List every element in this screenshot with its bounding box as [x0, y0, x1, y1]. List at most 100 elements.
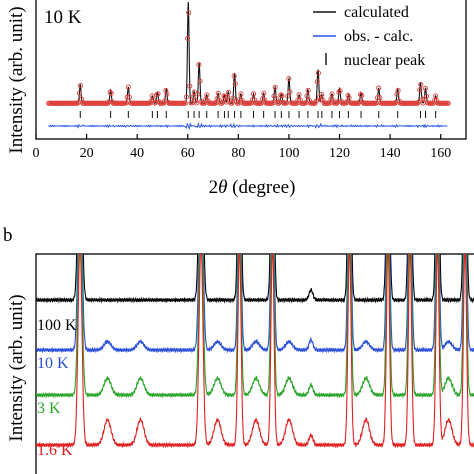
- series-difference-line: [48, 121, 448, 131]
- observed-point: [287, 89, 293, 95]
- observed-point: [423, 93, 430, 99]
- observed-point: [315, 70, 321, 76]
- observed-point: [305, 87, 311, 93]
- x-tick-label: 140: [380, 146, 401, 161]
- series-line-1: [36, 254, 474, 354]
- observed-point: [295, 97, 301, 103]
- observed-point: [106, 99, 112, 105]
- observed-point: [219, 100, 225, 106]
- observed-point: [431, 98, 438, 104]
- observed-point: [346, 95, 352, 101]
- observed-point: [215, 90, 221, 96]
- observed-point: [377, 95, 383, 101]
- observed-point: [224, 94, 230, 100]
- series-label-10k: 10 K: [37, 355, 69, 372]
- legend-nuclear-label: nuclear peak: [344, 52, 425, 69]
- panel-b-letter: b: [3, 225, 13, 246]
- observed-point: [433, 93, 439, 99]
- observed-point: [414, 100, 420, 106]
- observed-point: [195, 91, 201, 97]
- x-axis-suffix: (degree): [227, 177, 295, 198]
- x-tick-label: 100: [278, 146, 299, 161]
- observed-point: [278, 92, 284, 98]
- series-line-3: [36, 254, 474, 449]
- observed-point: [230, 95, 236, 101]
- observed-point: [108, 90, 114, 96]
- observed-point: [419, 97, 425, 103]
- series-line-0: [36, 254, 474, 304]
- observed-point: [124, 94, 130, 100]
- observed-point: [285, 93, 291, 99]
- observed-point: [276, 100, 282, 106]
- observed-point: [126, 94, 133, 100]
- observed-point: [154, 92, 160, 98]
- observed-point: [164, 91, 170, 97]
- panel-b-frame: [35, 253, 474, 474]
- observed-point: [125, 84, 131, 90]
- observed-point: [261, 90, 267, 96]
- observed-point: [422, 85, 428, 91]
- panel-a-temperature-label: 10 K: [44, 7, 82, 28]
- series-label-100k: 100 K: [37, 317, 77, 334]
- x-axis-theta: θ: [218, 177, 227, 198]
- observed-point: [329, 91, 335, 97]
- observed-point: [229, 100, 235, 106]
- observed-point: [165, 99, 171, 105]
- panel-a-y-axis-label: Intensity (arb. unit): [6, 6, 27, 153]
- observed-point: [238, 91, 244, 97]
- observed-point: [335, 99, 341, 105]
- observed-point: [319, 91, 325, 98]
- x-tick-label: 40: [130, 146, 144, 161]
- observed-point: [296, 92, 302, 98]
- observed-point: [76, 90, 82, 96]
- observed-point: [155, 91, 161, 97]
- observed-point: [418, 82, 424, 88]
- observed-point: [232, 81, 238, 87]
- observed-point: [183, 94, 189, 100]
- observed-point: [336, 89, 342, 95]
- observed-point: [184, 35, 191, 41]
- observed-point: [194, 100, 200, 106]
- panel-b-curves: [36, 254, 474, 449]
- observed-point: [417, 87, 423, 93]
- observed-point: [220, 99, 226, 105]
- panel-a-legend: calculated obs. - calc. nuclear peak: [313, 4, 425, 69]
- observed-point: [225, 89, 232, 95]
- observed-point: [277, 99, 283, 105]
- x-axis-prefix: 2: [209, 177, 219, 198]
- x-tick-label: 80: [231, 146, 245, 161]
- x-tick-label: 0: [33, 146, 40, 161]
- legend-calculated-label: calculated: [344, 4, 409, 21]
- observed-point: [77, 83, 84, 89]
- series-label-1-6k: 1.6 K: [37, 442, 73, 459]
- observed-point: [314, 79, 320, 85]
- x-tick-label: 160: [430, 146, 451, 161]
- observed-point: [375, 95, 381, 101]
- observed-point: [107, 89, 113, 95]
- observed-point: [249, 97, 255, 103]
- observed-point: [153, 99, 159, 105]
- panel-b: b Intensity (arb. unit) 100 K 10 K 3 K 1…: [3, 225, 474, 474]
- observed-point: [187, 83, 193, 89]
- observed-point: [337, 88, 343, 94]
- observed-point: [279, 93, 285, 99]
- observed-point: [186, 10, 192, 16]
- observed-point: [356, 99, 362, 105]
- observed-point: [204, 92, 210, 98]
- panel-a-frame: [35, 0, 467, 140]
- observed-point: [395, 88, 401, 94]
- observed-point: [318, 97, 324, 103]
- observed-point: [355, 100, 361, 106]
- observed-point: [334, 100, 340, 106]
- observed-point: [304, 93, 310, 99]
- observed-point: [313, 98, 319, 104]
- observed-point: [182, 100, 188, 106]
- panel-a-plot: [46, 1, 451, 131]
- panel-b-plot: [36, 254, 474, 449]
- x-tick-label: 120: [329, 146, 350, 161]
- observed-point: [359, 92, 365, 98]
- observed-point: [231, 73, 237, 79]
- observed-point: [222, 94, 228, 100]
- panel-a: 0 20 40 60 80 100 120 140 160 10 K Intensity (ar…: [6, 0, 467, 198]
